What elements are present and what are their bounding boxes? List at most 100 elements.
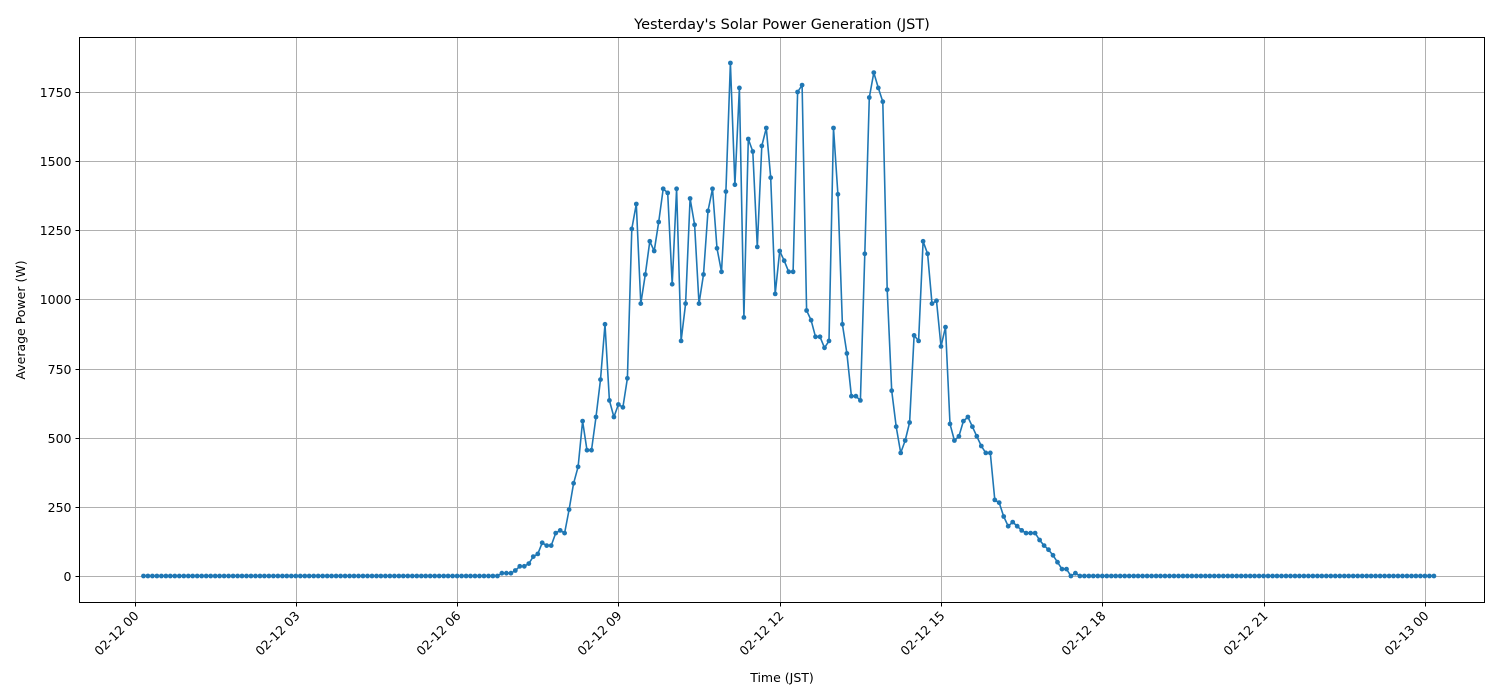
- plot-area-frame: [79, 37, 1485, 603]
- data-point: [902, 438, 908, 443]
- data-point: [562, 530, 567, 536]
- data-point: [248, 573, 254, 579]
- data-point: [271, 573, 276, 579]
- data-point: [638, 301, 644, 306]
- data-point: [1355, 573, 1361, 579]
- data-point: [266, 573, 272, 579]
- x-tick-label: 02-12 00: [91, 608, 141, 658]
- data-point: [185, 573, 191, 579]
- data-point: [799, 82, 805, 88]
- data-point: [1095, 573, 1101, 579]
- data-point: [580, 418, 585, 424]
- data-point: [831, 125, 836, 131]
- data-point: [571, 480, 576, 486]
- data-point: [1158, 573, 1163, 579]
- data-point: [1028, 530, 1033, 536]
- data-point: [1431, 573, 1437, 579]
- data-point: [862, 251, 868, 257]
- y-tick-label: 1250: [40, 223, 72, 238]
- data-point: [481, 573, 487, 579]
- data-point: [889, 388, 895, 394]
- y-tick-label: 0: [64, 569, 72, 584]
- data-point: [167, 573, 173, 579]
- data-point: [772, 291, 778, 297]
- data-point: [983, 450, 989, 456]
- data-point: [1108, 573, 1114, 579]
- data-series-line: [141, 60, 1437, 579]
- data-point: [1001, 514, 1007, 519]
- data-point: [477, 573, 482, 579]
- data-point: [871, 70, 877, 75]
- data-point: [840, 321, 845, 327]
- data-point: [347, 573, 352, 579]
- data-point: [947, 421, 953, 427]
- data-point: [557, 528, 563, 533]
- data-point: [154, 573, 160, 579]
- y-tick-label: 1500: [40, 154, 72, 169]
- data-point: [199, 573, 205, 579]
- data-point: [1243, 573, 1249, 579]
- data-point: [490, 573, 496, 579]
- data-point: [1400, 573, 1405, 579]
- data-point: [911, 333, 917, 338]
- data-point: [1073, 570, 1078, 576]
- x-axis-ticks: 02-12 00 02-12 03 02-12 06 02-12 09 02-12 12…: [91, 602, 1432, 658]
- data-point: [1427, 573, 1432, 579]
- data-point: [754, 244, 760, 250]
- data-point: [427, 573, 433, 579]
- data-point: [284, 573, 290, 579]
- y-axis-label: Average Power (W): [13, 260, 28, 379]
- data-point: [342, 573, 348, 579]
- data-point: [1090, 573, 1096, 579]
- data-point: [1279, 573, 1284, 579]
- data-point: [1010, 519, 1016, 525]
- data-point: [418, 573, 424, 579]
- data-point: [302, 573, 308, 579]
- data-point: [436, 573, 442, 579]
- data-point: [1225, 573, 1231, 579]
- data-point: [504, 570, 509, 576]
- data-point: [665, 190, 671, 196]
- data-point: [642, 272, 648, 277]
- data-point: [530, 554, 536, 559]
- data-point: [790, 269, 796, 275]
- data-point: [548, 543, 554, 548]
- data-point: [1238, 573, 1244, 579]
- data-point: [961, 418, 966, 424]
- data-point: [1328, 573, 1334, 579]
- data-point: [1037, 537, 1042, 543]
- data-point: [974, 433, 980, 439]
- data-point: [1023, 530, 1029, 536]
- data-point: [526, 561, 532, 566]
- data-point: [262, 573, 267, 579]
- data-point: [602, 321, 608, 327]
- data-point: [1086, 573, 1092, 579]
- data-point: [822, 345, 827, 351]
- data-point: [1346, 573, 1352, 579]
- data-point: [1261, 573, 1266, 579]
- data-point: [1256, 573, 1262, 579]
- data-point: [826, 338, 832, 344]
- data-point: [1180, 573, 1186, 579]
- data-point: [759, 143, 765, 149]
- data-point: [1211, 573, 1217, 579]
- data-point: [616, 402, 621, 407]
- data-point: [996, 500, 1002, 506]
- data-point: [835, 191, 841, 197]
- data-point: [486, 573, 491, 579]
- data-point: [732, 182, 738, 188]
- data-point: [795, 89, 800, 95]
- data-point: [777, 248, 783, 254]
- data-point: [508, 570, 514, 576]
- data-point: [1274, 573, 1280, 579]
- data-point: [1359, 573, 1365, 579]
- data-point: [1162, 573, 1168, 579]
- data-point: [288, 573, 294, 579]
- data-point: [853, 393, 859, 399]
- data-point: [1171, 573, 1177, 579]
- x-tick-label: 02-12 21: [1220, 608, 1270, 658]
- data-point: [378, 573, 384, 579]
- data-point: [893, 424, 899, 430]
- x-tick-label: 02-12 15: [897, 608, 947, 658]
